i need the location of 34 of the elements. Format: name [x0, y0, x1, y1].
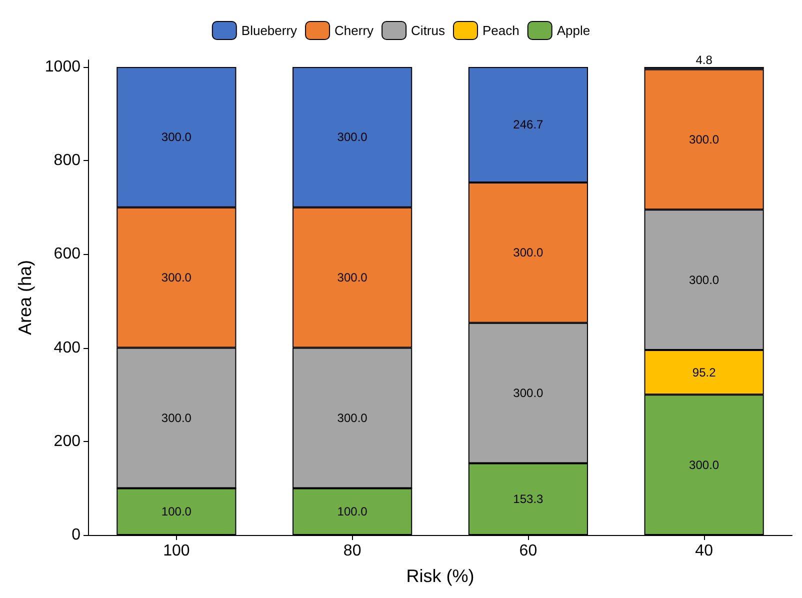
data-label: 300.0: [161, 130, 192, 144]
y-tick-label: 600: [54, 246, 81, 263]
legend-label: Blueberry: [241, 23, 298, 38]
y-tick-label: 800: [54, 152, 81, 170]
data-label: 300.0: [337, 130, 368, 144]
data-label: 300.0: [689, 458, 720, 472]
x-tick-label: 60: [519, 542, 538, 560]
data-label: 300.0: [513, 246, 544, 260]
x-tick-label: 100: [163, 542, 190, 560]
data-label: 300.0: [689, 132, 720, 146]
data-label: 300.0: [161, 411, 192, 426]
legend-label: Apple: [556, 23, 590, 38]
data-label: 95.2: [692, 365, 716, 380]
data-label: 300.0: [337, 270, 368, 285]
y-tick-label: 400: [54, 339, 81, 356]
x-axis-title: Risk (%): [406, 566, 474, 586]
legend-label: Citrus: [411, 23, 446, 38]
data-label: 4.8: [696, 53, 713, 68]
data-label: 153.3: [513, 492, 544, 506]
data-label: 300.0: [689, 272, 720, 287]
legend-label: Cherry: [334, 23, 374, 38]
data-label: 300.0: [161, 270, 192, 285]
x-tick-label: 80: [343, 542, 362, 560]
x-tick-label: 40: [695, 542, 714, 560]
data-label: 246.7: [513, 118, 544, 132]
y-tick-label: 0: [72, 526, 81, 544]
data-label: 100.0: [161, 504, 192, 519]
y-tick-label: 200: [54, 432, 81, 450]
legend-label: Peach: [482, 23, 520, 38]
data-label: 300.0: [513, 386, 544, 400]
y-axis-title: Area (ha): [15, 260, 35, 336]
data-label: 300.0: [337, 411, 368, 426]
y-tick-label: 1000: [44, 58, 81, 76]
data-label: 100.0: [337, 504, 368, 519]
